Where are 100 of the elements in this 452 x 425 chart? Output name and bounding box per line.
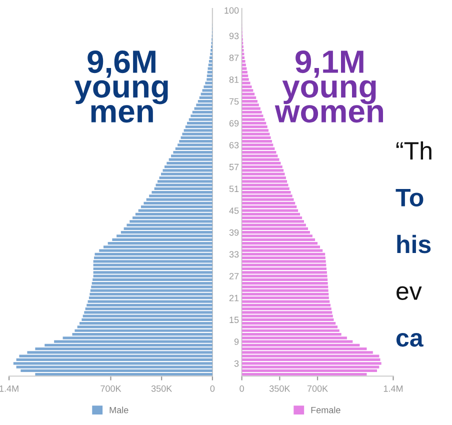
- bar: [242, 329, 340, 332]
- bar: [99, 249, 212, 252]
- bar: [242, 289, 328, 292]
- bar: [94, 256, 212, 260]
- bar: [242, 67, 247, 70]
- bar: [124, 227, 212, 230]
- bar: [242, 107, 260, 110]
- bar: [196, 104, 212, 106]
- bar: [91, 286, 212, 288]
- bar: [242, 362, 382, 365]
- bar: [242, 202, 296, 205]
- y-tick-label: 51: [229, 186, 239, 192]
- text: “Th: [396, 141, 432, 160]
- bar: [93, 267, 212, 270]
- bar: [242, 322, 336, 325]
- bar: [242, 300, 330, 303]
- y-tick-label: 63: [229, 142, 239, 148]
- bar: [205, 82, 212, 84]
- x-tick-label: 350K: [269, 385, 290, 392]
- x-tick-label: 350K: [151, 385, 172, 392]
- bar: [90, 289, 212, 292]
- bar: [242, 234, 312, 238]
- y-tick-label: 3: [234, 360, 239, 367]
- x-tick-label: 0: [210, 385, 215, 392]
- bar: [13, 362, 212, 365]
- bar: [242, 136, 271, 140]
- bar: [80, 322, 212, 325]
- bar: [94, 252, 212, 256]
- bar: [242, 354, 380, 358]
- bar: [242, 52, 244, 56]
- bar: [90, 292, 212, 296]
- bar: [156, 184, 212, 186]
- bar: [208, 67, 212, 70]
- bar: [242, 220, 304, 223]
- bar: [178, 144, 212, 146]
- bar: [93, 271, 212, 274]
- bar: [242, 92, 255, 96]
- y-tick-label: 39: [229, 229, 239, 236]
- bar: [242, 172, 285, 176]
- bar: [242, 216, 302, 220]
- bar: [242, 85, 252, 88]
- bar: [242, 318, 334, 322]
- bar: [242, 158, 280, 161]
- y-tick-label: 75: [229, 98, 239, 105]
- bar: [86, 304, 212, 306]
- bar: [166, 162, 212, 165]
- legend-label: Male: [110, 406, 128, 414]
- legend-label: Female: [311, 406, 340, 414]
- bar: [179, 140, 212, 143]
- bar: [242, 166, 282, 168]
- bar: [82, 314, 212, 318]
- bar: [180, 136, 212, 140]
- bar: [192, 110, 212, 114]
- bar: [92, 282, 212, 285]
- bar: [242, 260, 326, 263]
- bar: [242, 129, 269, 132]
- y-tick-label: 27: [229, 272, 239, 280]
- bar: [126, 224, 212, 226]
- bar: [175, 147, 212, 150]
- bar: [242, 238, 316, 241]
- bar: [242, 224, 306, 226]
- bar: [242, 206, 297, 208]
- bar: [242, 231, 310, 234]
- bar: [82, 318, 212, 322]
- bar: [242, 278, 328, 281]
- bar: [146, 198, 212, 201]
- bar: [144, 202, 212, 205]
- bar: [19, 354, 212, 358]
- x-tick-label: 1.4M: [0, 385, 18, 392]
- y-tick-label: 21: [229, 294, 239, 302]
- bar: [92, 278, 212, 281]
- bar: [168, 158, 212, 161]
- bar: [152, 191, 212, 194]
- bar: [242, 114, 264, 118]
- bar: [187, 122, 212, 124]
- bar: [149, 194, 212, 198]
- bar: [242, 176, 286, 180]
- bar: [242, 209, 298, 212]
- y-tick-label: 87: [229, 54, 239, 61]
- annotation: 9,6M young men: [74, 50, 168, 123]
- bar: [242, 184, 288, 186]
- bar: [242, 147, 275, 150]
- x-tick-label: 700K: [307, 385, 328, 392]
- bar: [242, 96, 256, 99]
- bar: [242, 358, 380, 362]
- bar: [242, 191, 291, 194]
- bar: [242, 150, 276, 154]
- bar: [242, 187, 290, 190]
- bar: [242, 249, 323, 252]
- bar: [84, 311, 212, 314]
- bar: [159, 176, 212, 180]
- bar: [16, 358, 212, 362]
- bar: [242, 125, 268, 128]
- bar: [158, 180, 212, 183]
- bar: [242, 82, 250, 84]
- bar: [154, 187, 212, 190]
- bar: [206, 78, 212, 81]
- bar: [242, 369, 378, 372]
- annotation: 9,1M young women: [274, 50, 384, 123]
- bar: [242, 267, 327, 270]
